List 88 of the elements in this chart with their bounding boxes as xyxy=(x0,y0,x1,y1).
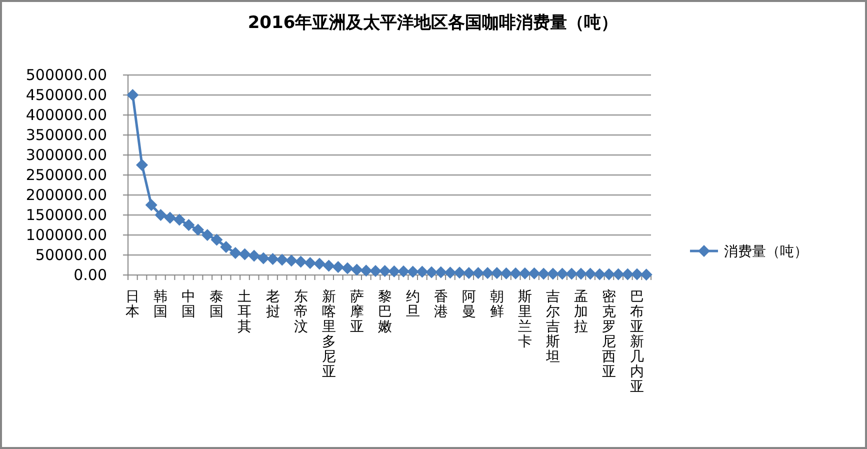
point xyxy=(640,268,652,281)
x-tick-label: 香港 xyxy=(434,289,448,320)
y-tick-label: 500000.00 xyxy=(26,66,107,84)
point xyxy=(612,268,624,280)
point xyxy=(173,214,186,226)
point xyxy=(566,268,578,280)
point xyxy=(220,241,232,253)
point xyxy=(164,212,176,224)
point xyxy=(126,89,139,101)
y-tick-label: 350000.00 xyxy=(26,126,107,144)
x-tick-label: 东帝汶 xyxy=(294,289,308,335)
point xyxy=(192,224,204,236)
point xyxy=(313,258,326,270)
x-tick-label: 阿曼 xyxy=(462,289,476,320)
point xyxy=(500,267,512,280)
point xyxy=(538,268,550,280)
point xyxy=(229,247,242,259)
point xyxy=(248,250,260,262)
point xyxy=(378,265,391,277)
x-tick-label: 泰国 xyxy=(210,289,224,320)
point xyxy=(482,267,494,279)
point xyxy=(406,266,419,278)
point xyxy=(276,254,288,266)
point xyxy=(145,199,158,211)
point xyxy=(630,268,643,280)
x-tick-label: 黎巴嫩 xyxy=(378,289,392,335)
point xyxy=(426,266,438,278)
point xyxy=(201,229,214,241)
point xyxy=(462,267,475,279)
x-tick-label: 斯里兰卡 xyxy=(518,289,532,350)
chart-title: 2016年亚洲及太平洋地区各国咖啡消费量（吨） xyxy=(248,13,618,33)
x-tick-label: 约旦 xyxy=(406,289,420,320)
y-tick-label: 100000.00 xyxy=(26,226,107,244)
y-tick-label: 450000.00 xyxy=(26,86,107,104)
point xyxy=(444,266,456,279)
x-tick-label: 新喀里多尼亚 xyxy=(322,289,336,380)
x-tick-label: 韩国 xyxy=(154,289,168,320)
y-tick-label: 0.00 xyxy=(74,266,107,284)
x-tick-label: 密克罗尼西亚 xyxy=(602,289,616,380)
point xyxy=(136,159,148,171)
x-tick-label: 吉尔吉斯坦 xyxy=(544,289,560,365)
point xyxy=(510,267,522,280)
point xyxy=(556,268,568,280)
y-tick-label: 300000.00 xyxy=(26,146,107,164)
y-tick-label: 200000.00 xyxy=(26,186,107,204)
point xyxy=(182,219,195,231)
point xyxy=(594,268,606,280)
point xyxy=(350,264,363,276)
point xyxy=(434,266,447,278)
x-tick-label: 孟加拉 xyxy=(574,289,588,335)
point xyxy=(360,264,372,277)
point xyxy=(454,266,466,279)
point xyxy=(154,209,167,221)
point xyxy=(332,261,344,273)
point xyxy=(285,254,298,267)
point xyxy=(294,256,307,268)
point xyxy=(518,267,531,280)
point xyxy=(584,268,596,280)
point xyxy=(238,248,251,260)
point xyxy=(416,266,428,278)
point xyxy=(341,262,354,274)
y-tick-label: 50000.00 xyxy=(35,246,107,264)
point xyxy=(388,265,400,278)
x-tick-label: 朝鲜 xyxy=(490,289,504,320)
point xyxy=(602,268,615,280)
x-tick-label: 土耳其 xyxy=(238,289,252,335)
legend-label: 消费量（吨） xyxy=(724,244,808,260)
point xyxy=(210,234,223,246)
x-tick-label: 日本 xyxy=(126,289,140,320)
point xyxy=(546,268,559,280)
point xyxy=(622,268,634,280)
y-tick-label: 400000.00 xyxy=(26,106,107,124)
x-tick-label: 老挝 xyxy=(266,289,280,320)
point xyxy=(266,253,279,265)
y-tick-label: 150000.00 xyxy=(26,206,107,224)
point xyxy=(398,265,410,278)
y-tick-label: 250000.00 xyxy=(26,166,107,184)
point xyxy=(472,267,484,279)
x-tick-label: 巴布亚新几内亚 xyxy=(630,289,644,395)
point xyxy=(369,265,382,277)
point xyxy=(490,267,503,279)
point xyxy=(574,268,587,280)
point xyxy=(528,267,540,280)
x-tick-label: 中国 xyxy=(182,289,196,320)
x-tick-label: 萨摩亚 xyxy=(350,289,364,335)
point xyxy=(322,260,335,272)
point xyxy=(257,252,270,264)
point xyxy=(304,257,316,269)
